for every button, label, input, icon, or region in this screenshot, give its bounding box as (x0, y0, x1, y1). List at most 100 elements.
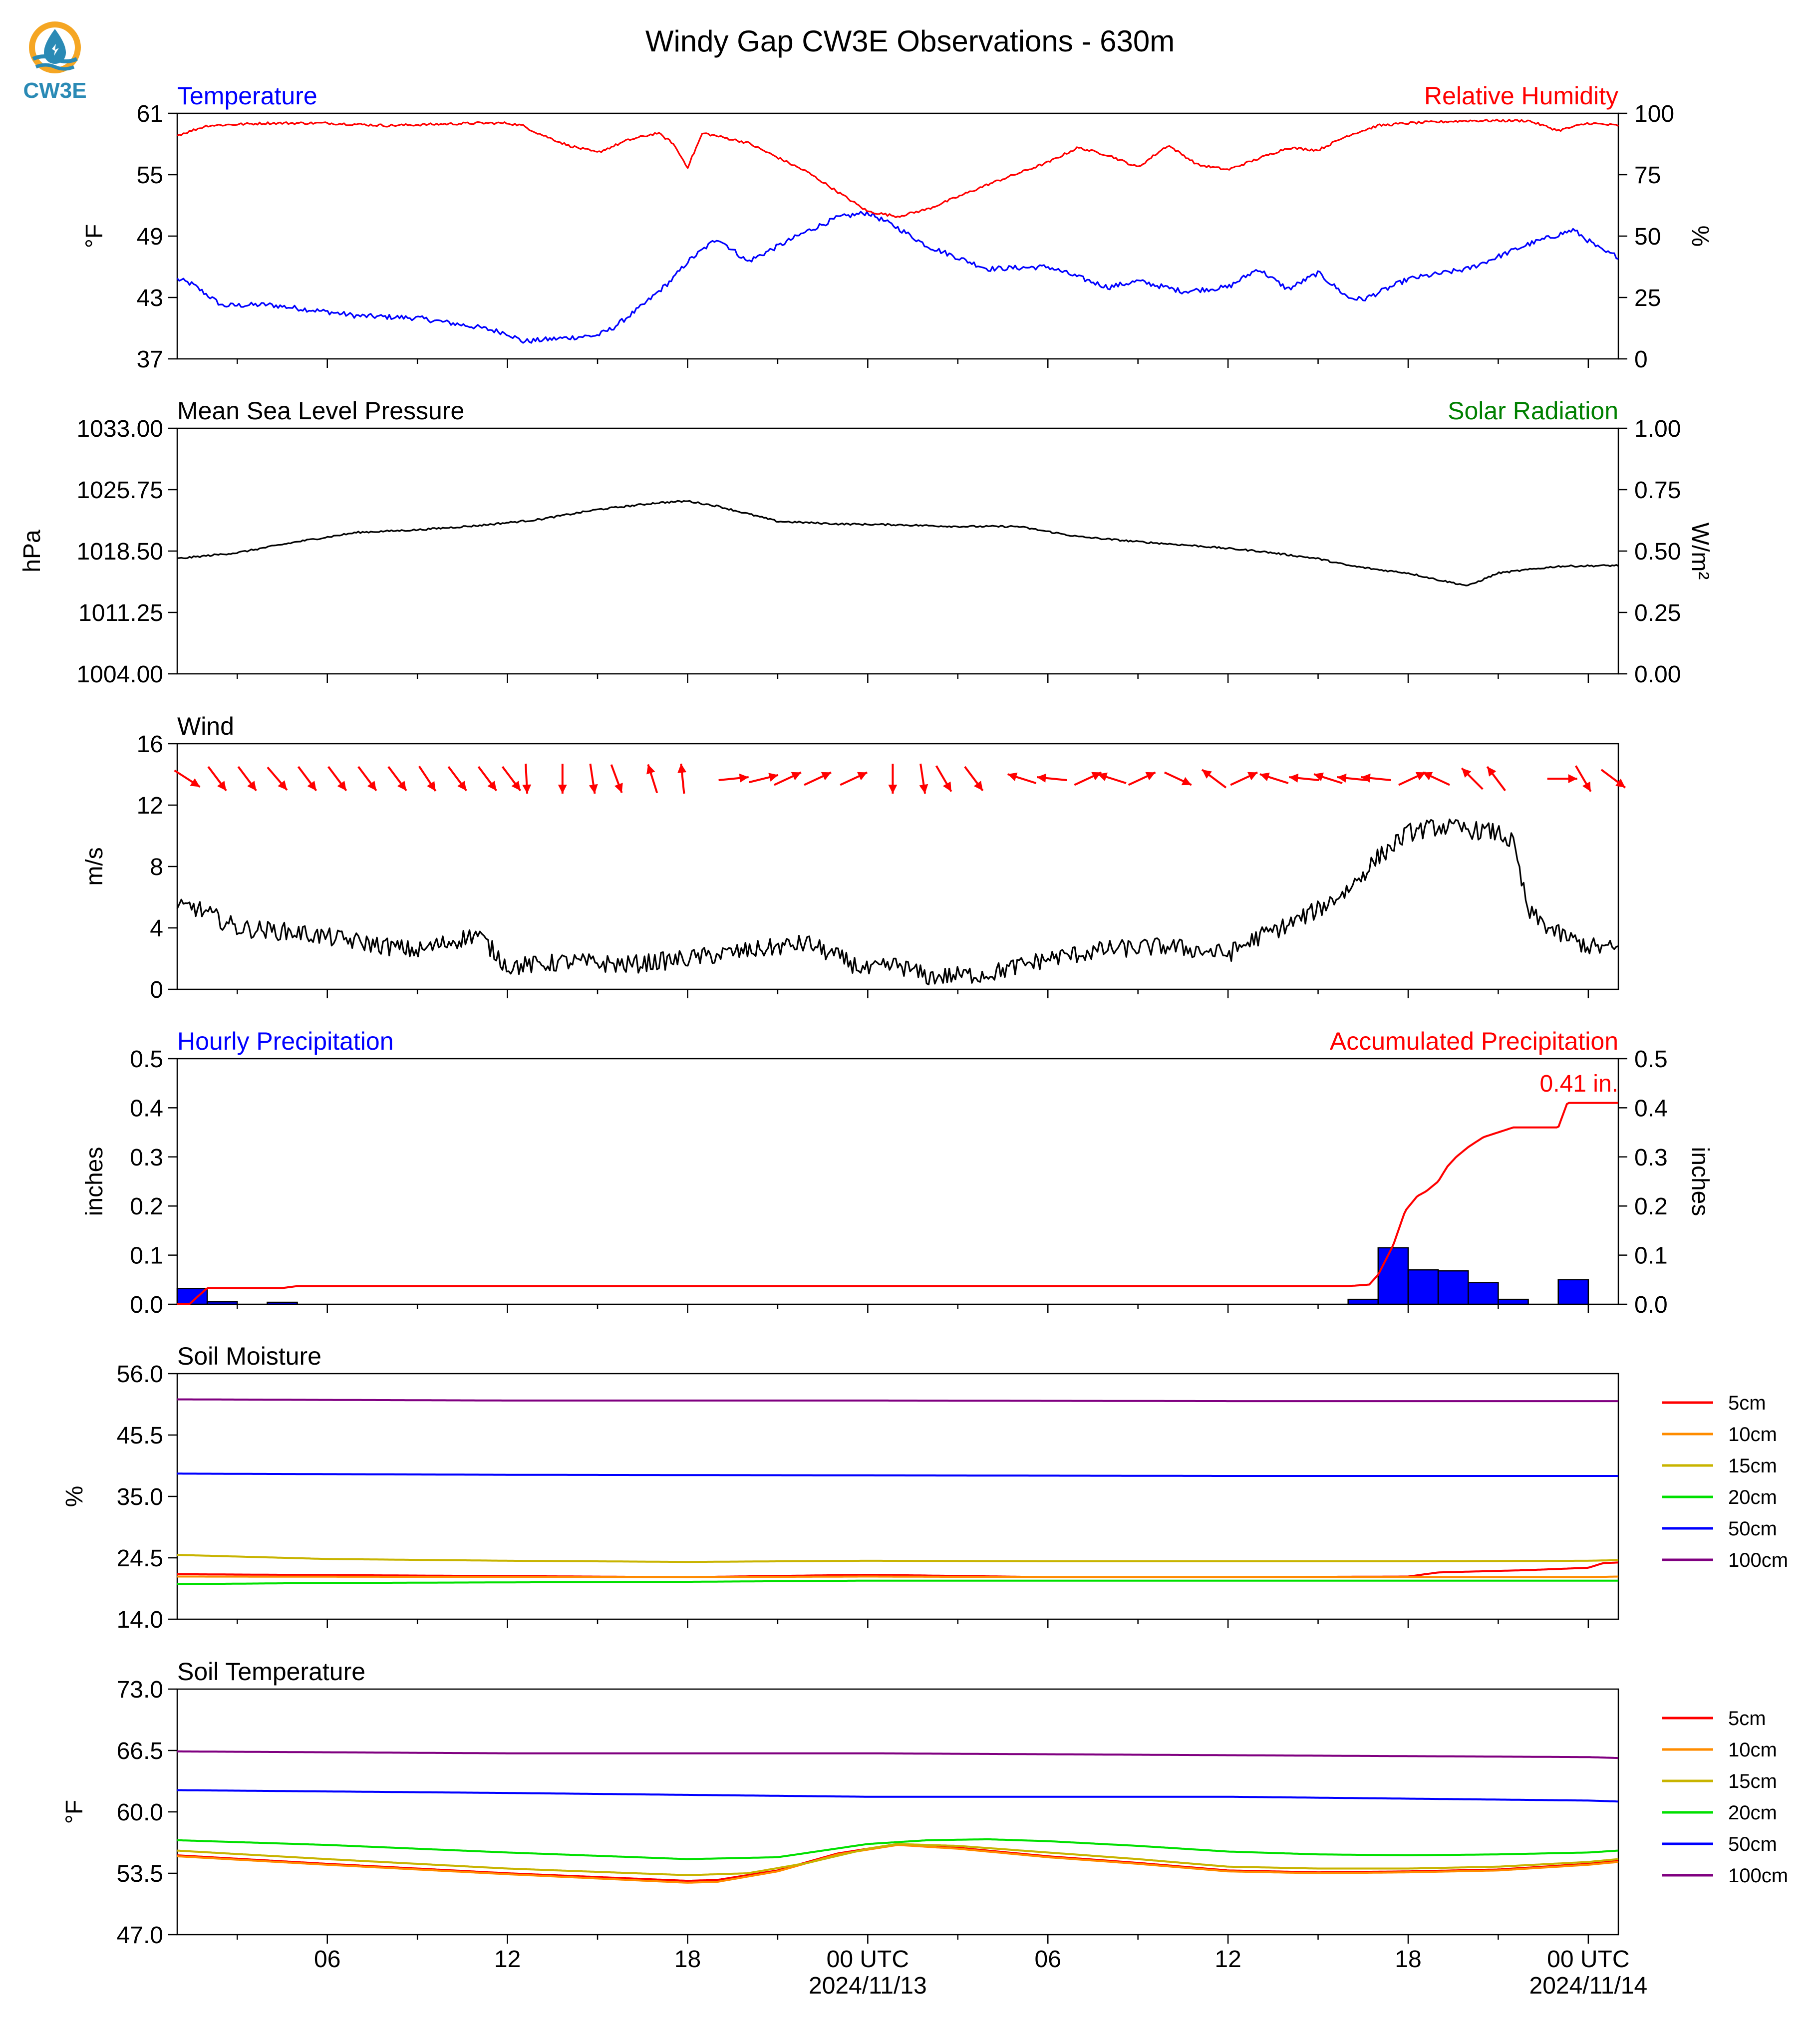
wind-arrow (522, 763, 532, 794)
wind-arrow-head (646, 764, 655, 775)
wind-arrow-head (1361, 773, 1371, 783)
plot-frame (176, 1688, 1619, 1936)
wind-arrow (1007, 772, 1037, 784)
wind-arrow (804, 771, 832, 786)
series-line-100cm (177, 1750, 1619, 1759)
wind-arrow-head (511, 781, 521, 791)
ylabel-left: m/s (81, 847, 108, 885)
panel-title-right: Accumulated Precipitation (1330, 1027, 1618, 1055)
ytick-label-left: 0.4 (130, 1095, 163, 1122)
wind-arrow (964, 766, 984, 792)
ytick-label-left: 8 (150, 854, 163, 880)
wind-arrow-head (367, 781, 376, 791)
ytick-label-left: 1018.50 (76, 539, 163, 565)
wind-arrow-head (190, 778, 200, 787)
panel-title-right: Relative Humidity (1424, 82, 1618, 110)
wind-arrow-head (821, 772, 832, 781)
cw3e-logo-icon (29, 21, 81, 73)
panel-precip: Hourly Precipitation Accumulated Precipit… (81, 1027, 1713, 1318)
ytick-label-left: 1025.75 (76, 477, 163, 504)
panel-soilm: Soil Moisture 56.0 45.5 35.0 24.5 14.0% (61, 1342, 1619, 1633)
ytick-label-right: 0.2 (1634, 1193, 1668, 1220)
ytick-label-left: 0.3 (130, 1145, 163, 1171)
series-line-temperature (176, 211, 1619, 344)
wind-arrow-head (247, 781, 257, 791)
wind-arrow (1259, 772, 1289, 784)
accumulated-total-label: 0.41 in. (1540, 1071, 1618, 1097)
wind-arrow-head (739, 773, 749, 783)
xtick-label: 00 UTC (1547, 1946, 1629, 1973)
legend-label: 100cm (1728, 1549, 1788, 1571)
ytick-label-right: 0.3 (1634, 1145, 1668, 1171)
wind-arrow-head (589, 784, 598, 794)
ytick-label-right: 0.4 (1634, 1095, 1668, 1122)
panel-title-right: Solar Radiation (1448, 397, 1618, 425)
wind-arrow-head (857, 772, 868, 781)
legend-label: 15cm (1728, 1770, 1777, 1792)
wind-arrow (1547, 774, 1577, 783)
cw3e-logo: CW3E (23, 21, 87, 103)
wind-arrow (1201, 769, 1227, 789)
wind-arrow-head (791, 772, 801, 781)
panel-title-left: Soil Temperature (177, 1658, 365, 1686)
ytick-label-right: 0.50 (1634, 539, 1681, 565)
series-line-10cm (177, 1844, 1619, 1884)
wind-arrow-head (522, 784, 532, 794)
ytick-label-right: 25 (1634, 285, 1661, 311)
ytick-label-left: 0.1 (130, 1243, 163, 1269)
xtick-date-label: 2024/11/14 (1529, 1973, 1648, 1999)
wind-arrow (749, 773, 779, 784)
ytick-label-left: 56.0 (117, 1361, 163, 1388)
ytick-label-left: 0.2 (130, 1193, 163, 1220)
legend-label: 5cm (1728, 1708, 1766, 1730)
wind-arrow (1398, 771, 1426, 786)
wind-arrow (418, 765, 437, 792)
legend-soil-temperature: 5cm 10cm 15cm 20cm 50cm 100cm (1662, 1708, 1788, 1887)
wind-arrow-head (1289, 773, 1299, 783)
legend-label: 5cm (1728, 1392, 1766, 1414)
wind-arrow-head (278, 780, 287, 790)
ytick-label-right: 0.00 (1634, 661, 1681, 688)
ytick-label-left: 37 (137, 346, 163, 373)
panel-title-left: Temperature (177, 82, 317, 110)
wind-arrow-head (397, 781, 406, 791)
legend-label: 15cm (1728, 1455, 1777, 1477)
wind-arrow-head (1423, 772, 1433, 781)
series-line-relative-humidity (177, 118, 1619, 218)
ytick-label-left: 16 (137, 731, 163, 758)
ytick-label-left: 1011.25 (78, 600, 163, 626)
wind-arrow (1575, 765, 1592, 792)
series-line-20cm (177, 1838, 1619, 1860)
wind-arrow (718, 773, 749, 783)
ytick-label-left: 43 (137, 285, 163, 311)
wind-arrow (1337, 773, 1367, 783)
precip-bar (1557, 1279, 1589, 1305)
panel-title-left: Wind (177, 712, 234, 740)
ylabel-right: % (1687, 226, 1713, 247)
panel-wind: Wind 16 12 8 4 0 m/s (81, 712, 1626, 1003)
wind-arrow-head (677, 764, 687, 773)
ylabel-left: °F (81, 224, 108, 249)
wind-arrow (840, 771, 868, 786)
series-line-50cm (177, 1472, 1618, 1477)
wind-arrow (297, 766, 317, 792)
wind-arrow-head (1247, 772, 1258, 781)
wind-arrow (1097, 772, 1127, 784)
series-line-accumulated-precipitation (177, 1102, 1618, 1305)
ytick-label-left: 53.5 (117, 1861, 163, 1887)
ytick-label-left: 35.0 (117, 1484, 163, 1510)
ytick-label-right: 0 (1634, 346, 1648, 373)
wind-arrow (1461, 767, 1484, 790)
wind-arrow (1037, 773, 1067, 783)
wind-arrow (1486, 766, 1506, 792)
wind-arrow (935, 765, 952, 792)
ytick-label-left: 61 (137, 101, 163, 127)
ylabel-left: % (61, 1486, 88, 1507)
wind-arrow-head (1007, 772, 1018, 781)
ytick-label-right: 100 (1634, 101, 1674, 127)
ytick-label-left: 66.5 (117, 1738, 163, 1764)
cw3e-logo-text: CW3E (23, 78, 86, 103)
wind-arrow (1074, 771, 1102, 786)
wind-arrow (610, 764, 623, 793)
